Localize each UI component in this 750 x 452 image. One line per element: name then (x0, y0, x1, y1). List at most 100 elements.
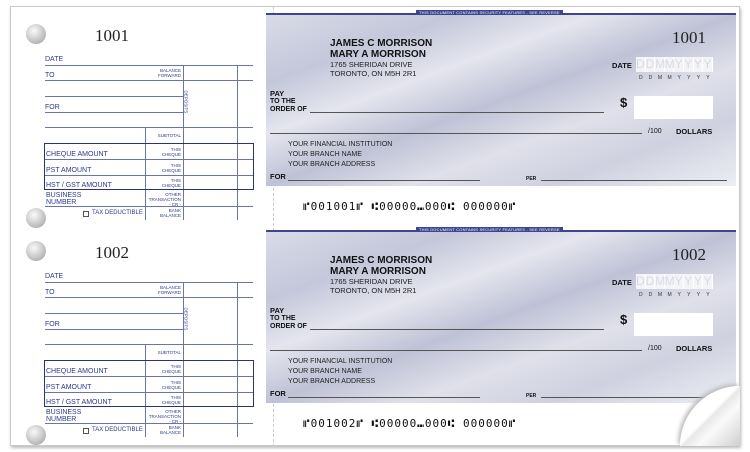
this-cheque-label: THIS CHEQUE (161, 163, 181, 173)
date-format-letter: Y (696, 75, 701, 81)
address-line-1: 1765 SHERIDAN DRIVE (330, 60, 413, 69)
pay-label: PAY (270, 89, 285, 98)
cheque-face: THIS DOCUMENT CONTAINS SECURITY FEATURES… (266, 10, 736, 186)
date-format-letter: Y (706, 292, 710, 298)
stub-date-label: DATE (45, 273, 64, 280)
this-cheque-label: THIS CHEQUE (161, 178, 181, 188)
date-digit-box[interactable]: Y (703, 274, 713, 289)
cheque-set: 1002 DATE TO FOR BALANCE FORWARD DEPOSIT… (0, 217, 750, 445)
dollars-label: DOLLARS (676, 344, 713, 353)
pay-label: PAY (270, 306, 285, 315)
date-format-letter: M (657, 75, 663, 81)
date-digit-box[interactable]: M (655, 57, 666, 72)
this-cheque-label: THIS CHEQUE (161, 395, 181, 405)
date-format-letter: Y (696, 292, 701, 298)
to-the-label: TO THE (270, 98, 296, 105)
date-digit-box[interactable]: Y (674, 274, 684, 289)
pst-amount-label: PST AMOUNT (46, 384, 92, 391)
date-label: DATE (612, 278, 632, 287)
date-format-letter: Y (677, 75, 681, 81)
amount-words-line[interactable] (270, 133, 642, 134)
to-the-label: TO THE (270, 315, 296, 322)
hst-gst-amount-label: HST / GST AMOUNT (46, 399, 112, 406)
signature-line[interactable] (541, 397, 727, 398)
per-label: PER (526, 176, 537, 182)
stub-to-label: TO (45, 72, 55, 79)
binder-hole (26, 24, 46, 44)
date-digit-box[interactable]: M (664, 57, 675, 72)
memo-line[interactable] (288, 180, 480, 181)
perforation-line (273, 7, 274, 447)
memo-line[interactable] (288, 397, 480, 398)
date-format-letter: D (638, 292, 643, 298)
binder-hole (26, 208, 46, 228)
balance-forward-label: BALANCE FORWARD (158, 68, 181, 78)
date-digit-box[interactable]: Y (703, 57, 713, 72)
address-line-2: TORONTO, ON M5H 2R1 (330, 286, 417, 295)
hst-gst-amount-label: HST / GST AMOUNT (46, 182, 112, 189)
per-label: PER (526, 393, 537, 399)
amount-box[interactable] (634, 313, 713, 336)
date-format-letter: Y (687, 292, 691, 298)
cheque-number: 1002 (672, 245, 706, 264)
date-format-letter: Y (706, 75, 710, 81)
other-transaction-label: OTHER TRANSACTION - CR - (148, 409, 181, 424)
tax-deductible-checkbox[interactable] (83, 211, 89, 217)
date-digit-box[interactable]: Y (674, 57, 684, 72)
payee-line[interactable] (310, 112, 604, 113)
binder-hole (26, 425, 46, 445)
account-holder-2: MARY A MORRISON (330, 49, 426, 60)
date-digit-box[interactable]: M (664, 274, 675, 289)
payee-line[interactable] (310, 329, 604, 330)
other-transaction-label: OTHER TRANSACTION - CR - (148, 192, 181, 207)
bank-name: YOUR FINANCIAL INSTITUTION (288, 358, 393, 365)
amount-words-line[interactable] (270, 350, 642, 351)
per-100-label: /100 (648, 128, 662, 135)
stub-for-label: FOR (45, 104, 60, 111)
micr-line: ⑈001001⑈ ⑆00000⑉000⑆ 000000⑈ (303, 200, 517, 213)
cheque-number: 1001 (672, 28, 706, 47)
account-holder-1: JAMES C MORRISON (330, 255, 433, 266)
date-digit-box[interactable]: D (636, 57, 646, 72)
dollar-sign: $ (620, 95, 628, 110)
stub-number: 1002 (95, 243, 129, 262)
subtotal-label: SUBTOTAL (157, 350, 181, 355)
date-digit-box[interactable]: Y (684, 57, 694, 72)
cheque-set: 1001 DATE TO FOR BALANCE FORWARD DEPOSIT… (0, 0, 750, 228)
memo-label: FOR (270, 389, 286, 398)
date-digit-box[interactable]: D (636, 274, 646, 289)
stub-to-label: TO (45, 289, 55, 296)
address-line-2: TORONTO, ON M5H 2R1 (330, 69, 417, 78)
branch-name: YOUR BRANCH NAME (288, 151, 362, 158)
cheque-face: THIS DOCUMENT CONTAINS SECURITY FEATURES… (266, 227, 736, 403)
amount-box[interactable] (634, 96, 713, 119)
order-of-label: ORDER OF (270, 106, 307, 113)
branch-name: YOUR BRANCH NAME (288, 368, 362, 375)
this-cheque-label: THIS CHEQUE (161, 147, 181, 157)
date-digit-box[interactable]: D (645, 57, 656, 72)
order-of-label: ORDER OF (270, 323, 307, 330)
date-digit-box[interactable]: Y (684, 274, 694, 289)
date-format-letter: Y (677, 292, 681, 298)
tax-deductible-checkbox[interactable] (83, 428, 89, 434)
account-holder-2: MARY A MORRISON (330, 266, 426, 277)
date-digit-box[interactable]: Y (693, 274, 704, 289)
date-label: DATE (612, 61, 632, 70)
business-number-label: BUSINESS NUMBER (46, 409, 82, 423)
date-digit-box[interactable]: D (645, 274, 656, 289)
signature-line[interactable] (541, 180, 727, 181)
stub-date-label: DATE (45, 56, 64, 63)
date-digit-box[interactable]: Y (693, 57, 704, 72)
date-format-letter: D (648, 292, 653, 298)
date-digit-box[interactable]: M (655, 274, 666, 289)
tax-deductible-label: TAX DEDUCTIBLE (92, 210, 143, 216)
this-cheque-label: THIS CHEQUE (161, 380, 181, 390)
date-format-letter: Y (687, 75, 691, 81)
tax-deductible-label: TAX DEDUCTIBLE (92, 427, 143, 433)
memo-label: FOR (270, 172, 286, 181)
per-100-label: /100 (648, 345, 662, 352)
bank-balance-label: BANK BALANCE (159, 208, 181, 218)
